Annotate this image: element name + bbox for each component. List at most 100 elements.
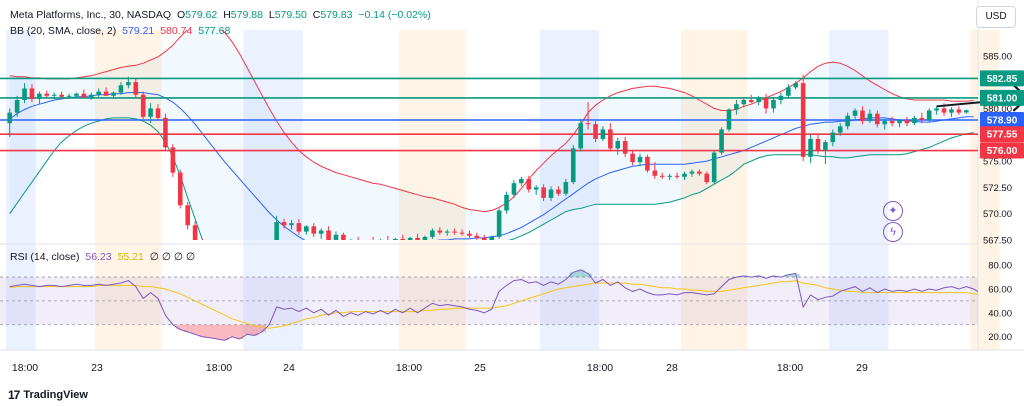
- candle-body: [786, 87, 791, 96]
- candle-body: [444, 231, 450, 233]
- candle-body: [756, 97, 761, 103]
- candle-90: [674, 172, 680, 179]
- candle-body: [519, 178, 524, 184]
- candle-54: [407, 236, 413, 240]
- candle-31: [237, 264, 242, 277]
- candle-36: [274, 215, 279, 240]
- sparkle-icon[interactable]: ✦: [883, 201, 903, 221]
- candle-body: [185, 205, 190, 226]
- candle-body: [875, 113, 880, 125]
- candle-body: [963, 110, 969, 113]
- candle-body: [148, 108, 153, 117]
- candle-body: [533, 187, 539, 190]
- candle-body: [570, 148, 576, 183]
- candle-15: [118, 82, 124, 95]
- currency-button[interactable]: USD: [976, 6, 1016, 28]
- candle-body: [719, 129, 724, 153]
- candle-body: [333, 234, 339, 240]
- candle-body: [912, 117, 917, 124]
- rsi-tick-2: 40.00: [988, 308, 1012, 319]
- session-shade-5: [680, 30, 748, 350]
- candle-60: [452, 228, 457, 235]
- candle-body: [163, 117, 168, 148]
- candle-28: [215, 257, 220, 272]
- candle-7: [59, 91, 64, 98]
- rsi-legend: RSI (14, close) 56.23 55.21 ∅ ∅ ∅ ∅: [10, 251, 198, 264]
- candle-body: [511, 183, 517, 195]
- candle-body: [541, 187, 546, 198]
- candle-body: [919, 117, 925, 120]
- rsi-extra-values: ∅ ∅ ∅ ∅: [149, 251, 196, 263]
- low-label: L: [268, 9, 275, 21]
- candle-91: [682, 171, 687, 180]
- candle-body: [548, 189, 554, 198]
- candle-body: [741, 100, 747, 105]
- candle-body: [155, 108, 161, 118]
- rsi-ma-line: [9, 280, 978, 329]
- candle-body: [170, 147, 176, 173]
- bb-upper-line: [9, 30, 974, 213]
- candle-body: [237, 269, 242, 273]
- candle-body: [711, 152, 717, 183]
- candle-body: [378, 240, 383, 243]
- candle-body: [860, 110, 865, 122]
- candle-body: [704, 173, 710, 183]
- candle-body: [748, 100, 754, 103]
- price-tick-5: 570.00: [983, 209, 1012, 220]
- candle-124: [926, 108, 932, 123]
- bb-basis-value: 579.21: [122, 25, 155, 37]
- candle-43: [326, 226, 331, 240]
- high-value: 579.88: [230, 9, 263, 21]
- candle-87: [652, 162, 658, 179]
- candle-107: [800, 74, 806, 162]
- candle-body: [386, 240, 391, 242]
- candle-body: [51, 94, 57, 96]
- candle-88: [659, 172, 665, 179]
- candle-body: [118, 85, 124, 93]
- candle-68: [511, 180, 517, 198]
- candle-45: [341, 232, 346, 240]
- candle-body: [652, 170, 658, 176]
- candle-102: [763, 93, 769, 114]
- open-value: 579.62: [185, 9, 218, 21]
- candle-4: [37, 91, 42, 105]
- candle-84: [630, 150, 635, 166]
- candle-body: [926, 110, 932, 120]
- candle-body: [208, 253, 213, 262]
- candle-body: [88, 94, 94, 98]
- candle-5: [44, 90, 50, 98]
- candle-26: [202, 238, 204, 240]
- time-tick-5: 25: [474, 362, 486, 374]
- candle-body: [600, 129, 606, 139]
- candle-38: [289, 220, 294, 230]
- close-label: C: [312, 9, 321, 21]
- candle-body: [578, 123, 583, 149]
- candle-61: [459, 229, 465, 236]
- price-label-3: 577.55: [987, 130, 1018, 141]
- lightning-icon[interactable]: ϟ: [883, 222, 903, 242]
- candle-106: [793, 81, 799, 90]
- candle-body: [474, 235, 480, 238]
- candle-79: [593, 121, 598, 143]
- candle-body: [437, 230, 443, 233]
- candle-52: [393, 237, 398, 240]
- rsi-value: 56.23: [85, 251, 112, 263]
- candle-19: [148, 103, 153, 124]
- rsi-line: [9, 269, 978, 341]
- candle-92: [689, 169, 695, 177]
- candle-96: [719, 127, 724, 155]
- candle-body: [274, 222, 279, 240]
- candle-body: [400, 238, 406, 240]
- price-tick-3: 575.00: [983, 157, 1012, 168]
- candle-64: [481, 234, 487, 240]
- candle-body: [630, 153, 635, 163]
- candle-108: [808, 134, 813, 164]
- candle-101: [756, 95, 761, 106]
- price-label-4: 576.00: [987, 146, 1018, 157]
- candle-body: [96, 91, 101, 95]
- candle-22: [170, 144, 176, 177]
- candle-body: [29, 88, 35, 99]
- candle-21: [163, 113, 168, 151]
- candle-body: [430, 230, 435, 237]
